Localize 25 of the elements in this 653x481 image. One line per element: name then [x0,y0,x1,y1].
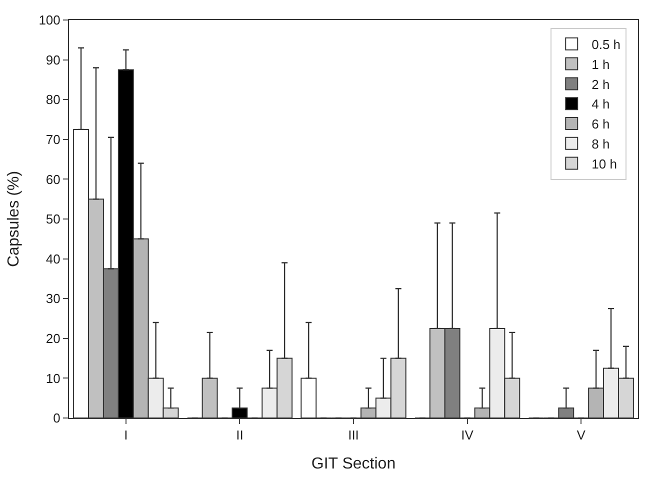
y-tick-label: 50 [46,212,60,227]
y-tick-label: 100 [38,12,60,28]
x-tick-label: I [124,428,128,443]
y-tick-label: 20 [46,330,60,346]
legend-label: 4 h [592,96,610,112]
legend-label: 6 h [592,116,610,132]
y-tick-label: 0 [53,410,60,426]
x-tick-label: III [348,428,359,443]
legend-label: 2 h [592,76,610,92]
y-tick-label: 60 [46,172,60,187]
legend-label: 1 h [592,56,610,72]
x-tick-label: V [576,428,586,443]
y-axis-title: Capsules (%) [6,170,23,268]
legend-label: 8 h [592,136,610,152]
x-axis-title: GIT Section [311,455,396,472]
y-tick-label: 80 [46,92,60,108]
x-tick-label: II [236,428,244,443]
y-tick-label: 90 [46,52,60,68]
y-tick-label: 70 [46,132,60,147]
legend-label: 10 h [592,156,617,172]
y-tick-label: 30 [46,291,60,306]
x-tick-label: IV [461,428,474,443]
y-tick-label: 10 [46,370,60,386]
y-tick-label: 40 [46,251,60,266]
legend-label: 0.5 h [592,36,621,52]
